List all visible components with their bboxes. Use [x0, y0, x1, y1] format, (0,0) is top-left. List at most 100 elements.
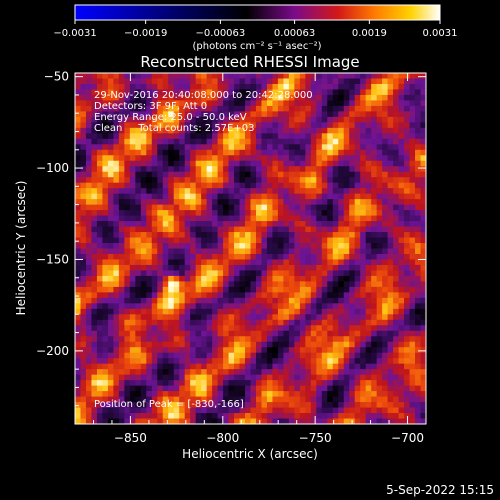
heatmap-cell [371, 380, 378, 387]
heatmap-cell [223, 385, 230, 392]
heatmap-cell [387, 407, 394, 414]
heatmap-cell [415, 275, 422, 282]
heatmap-cell [195, 232, 202, 239]
heatmap-cell [277, 264, 284, 272]
heatmap-cell [80, 237, 87, 244]
heatmap-cell [349, 78, 356, 85]
heatmap-cell [140, 155, 147, 162]
heatmap-cell [349, 221, 356, 228]
heatmap-cell [96, 83, 104, 91]
heatmap-cell [206, 308, 213, 315]
heatmap-cell [272, 325, 279, 332]
x-tick-label: −700 [391, 431, 424, 445]
heatmap-cell [113, 94, 120, 102]
heatmap-cell [349, 374, 356, 381]
heatmap-cell [118, 330, 125, 337]
heatmap-cell [272, 188, 279, 195]
heatmap-cell [393, 319, 400, 326]
heatmap-cell [245, 127, 252, 134]
heatmap-cell [151, 407, 158, 414]
heatmap-cell [179, 319, 186, 326]
heatmap-cell [228, 413, 235, 420]
heatmap-cell [376, 275, 383, 282]
heatmap-cell [266, 221, 274, 228]
heatmap-cell [85, 369, 93, 376]
heatmap-cell [255, 352, 263, 359]
heatmap-cell [338, 413, 345, 420]
heatmap-cell [124, 177, 131, 184]
heatmap-cell [382, 407, 389, 414]
heatmap-cell [415, 226, 422, 233]
heatmap-cell [277, 73, 284, 80]
heatmap-cell [299, 226, 306, 233]
heatmap-cell [228, 226, 235, 233]
heatmap-cell [85, 297, 93, 304]
heatmap-cell [151, 248, 158, 255]
heatmap-cell [266, 83, 274, 91]
heatmap-cell [409, 210, 416, 217]
heatmap-cell [327, 396, 334, 403]
heatmap-cell [151, 259, 158, 266]
heatmap-cell [102, 347, 109, 354]
heatmap-cell [135, 281, 142, 288]
heatmap-cell [96, 248, 104, 255]
heatmap-cell [393, 413, 400, 420]
heatmap-cell [80, 347, 87, 354]
heatmap-cell [85, 402, 93, 409]
heatmap-cell [75, 336, 82, 343]
heatmap-cell [206, 144, 213, 151]
heatmap-cell [124, 127, 131, 134]
heatmap-cell [151, 297, 158, 304]
heatmap-cell [255, 89, 263, 96]
heatmap-cell [91, 248, 98, 255]
heatmap-cell [168, 155, 175, 162]
heatmap-cell [96, 226, 104, 233]
heatmap-cell [80, 418, 87, 424]
heatmap-cell [409, 105, 416, 112]
heatmap-cell [129, 259, 136, 266]
heatmap-cell [387, 259, 394, 266]
heatmap-cell [387, 369, 394, 376]
heatmap-cell [85, 116, 93, 123]
heatmap-cell [404, 281, 411, 288]
heatmap-cell [113, 133, 120, 140]
heatmap-cell [190, 358, 197, 365]
heatmap-cell [393, 100, 400, 107]
heatmap-cell [404, 232, 411, 239]
heatmap-cell [146, 182, 153, 189]
heatmap-cell [228, 253, 235, 261]
heatmap-cell [129, 188, 136, 195]
heatmap-cell [151, 308, 158, 315]
heatmap-cell [217, 402, 224, 409]
heatmap-cell [349, 160, 356, 167]
heatmap-cell [118, 358, 125, 365]
heatmap-cell [393, 341, 400, 348]
heatmap-cell [250, 199, 257, 206]
heatmap-cell [140, 210, 147, 217]
heatmap-cell [277, 352, 284, 359]
heatmap-cell [250, 308, 257, 315]
heatmap-cell [168, 243, 175, 250]
heatmap-cell [223, 188, 230, 195]
heatmap-cell [266, 210, 274, 217]
heatmap-cell [239, 94, 246, 102]
heatmap-cell [113, 407, 120, 414]
heatmap-cell [107, 292, 114, 299]
heatmap-cell [107, 83, 114, 91]
heatmap-cell [250, 78, 257, 85]
heatmap-cell [360, 83, 367, 91]
heatmap-cell [228, 171, 235, 178]
heatmap-cell [420, 270, 426, 277]
y-tick-label: −100 [36, 161, 69, 175]
heatmap-cell [250, 122, 257, 129]
heatmap-cell [96, 160, 104, 167]
heatmap-cell [310, 330, 317, 337]
heatmap-cell [398, 89, 405, 96]
heatmap-cell [179, 297, 186, 304]
heatmap-cell [398, 330, 405, 337]
heatmap-cell [85, 166, 93, 173]
heatmap-cell [261, 325, 268, 332]
heatmap-cell [245, 199, 252, 206]
heatmap-cell [140, 243, 147, 250]
heatmap-cell [266, 226, 274, 233]
